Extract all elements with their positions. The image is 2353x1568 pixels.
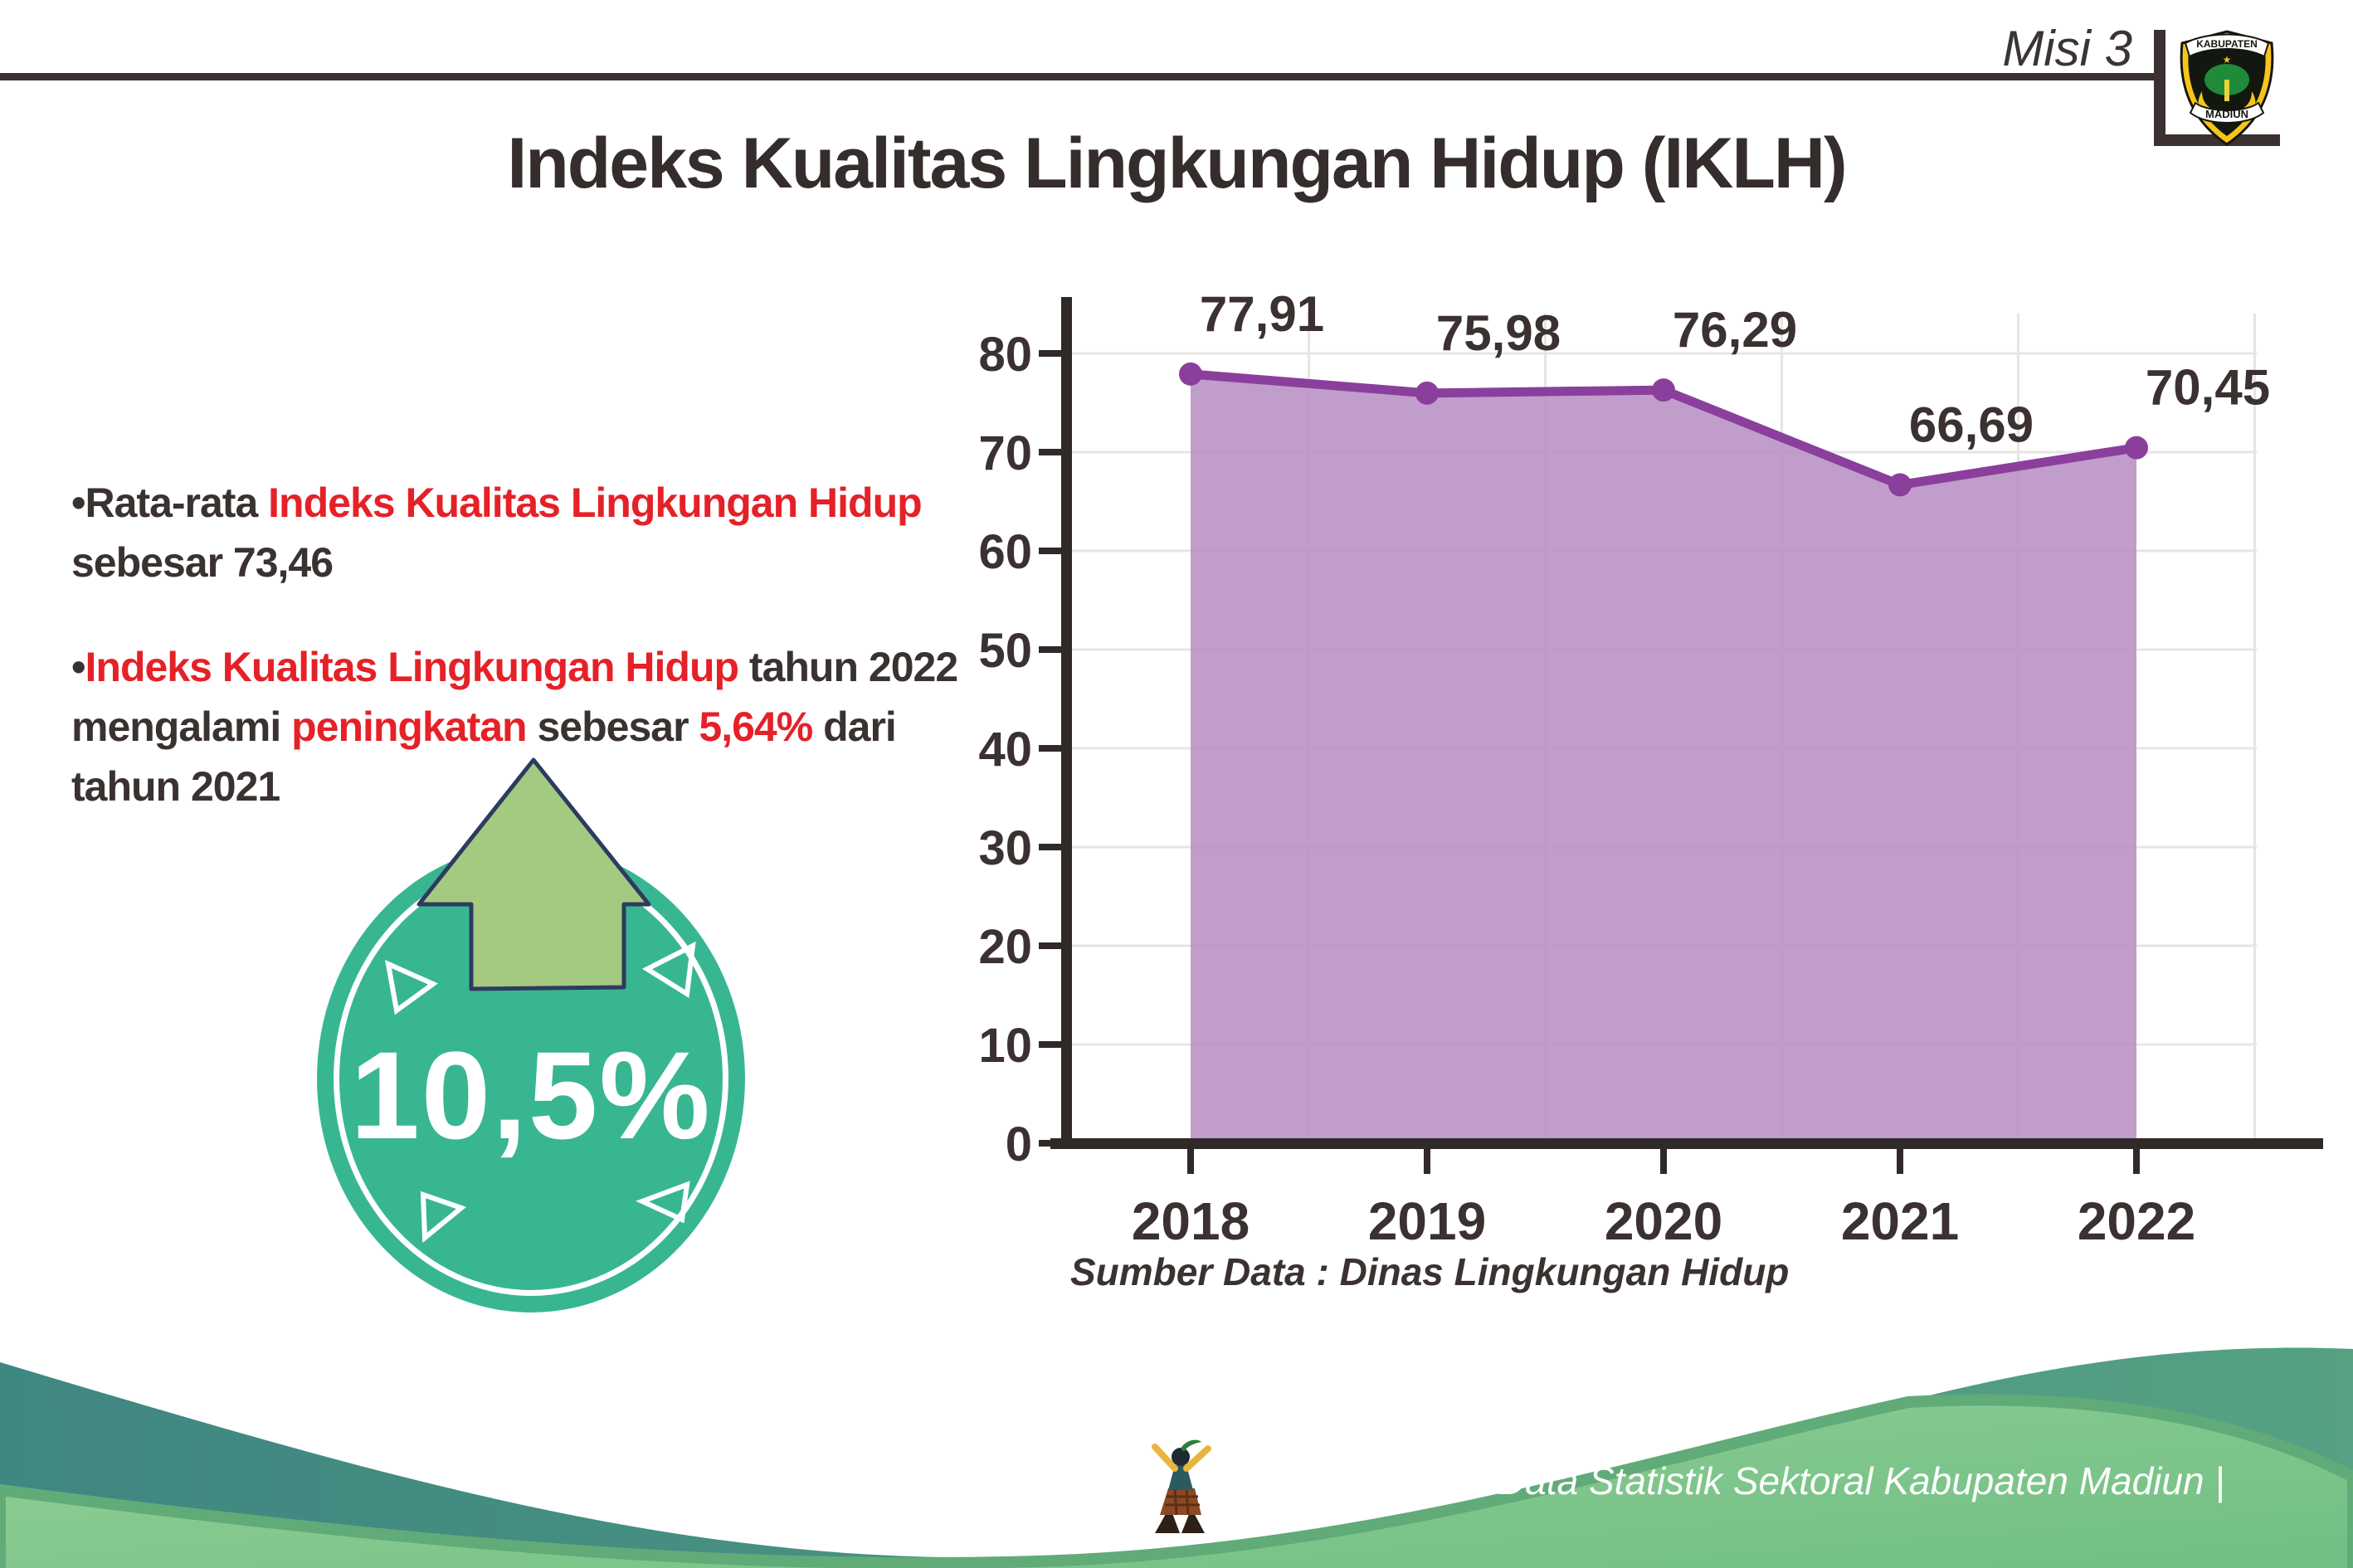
logo-tree-trunk bbox=[2224, 80, 2229, 101]
data-point bbox=[1415, 381, 1439, 405]
y-tick-label: 40 bbox=[978, 723, 1032, 777]
y-tick bbox=[1039, 844, 1064, 850]
y-tick bbox=[1039, 449, 1064, 455]
bullet-marker: • bbox=[71, 480, 85, 526]
text-segment: tahun 2021 bbox=[71, 763, 280, 810]
data-label: 66,69 bbox=[1909, 397, 2034, 452]
y-tick bbox=[1039, 646, 1064, 653]
logo-bottom-banner bbox=[2189, 101, 2265, 124]
x-tick bbox=[2133, 1149, 2140, 1174]
sparkle-triangle-icon bbox=[636, 1181, 690, 1224]
data-label: 76,29 bbox=[1673, 302, 1797, 358]
text-segment: sebesar bbox=[526, 704, 699, 750]
y-tick-label: 20 bbox=[978, 920, 1032, 974]
bullet-rata-rata: •Rata-rata Indeks Kualitas Lingkungan Hi… bbox=[71, 473, 984, 592]
data-point bbox=[1888, 473, 1912, 497]
header-rule bbox=[0, 73, 2159, 80]
text-segment: sebesar 73,46 bbox=[71, 539, 334, 586]
text-segment-highlight: Indeks Kualitas Lingkungan Hidup bbox=[268, 480, 923, 526]
data-point bbox=[1652, 378, 1675, 402]
data-label: 70,45 bbox=[2146, 360, 2270, 416]
logo-top-text: KABUPATEN bbox=[2196, 38, 2258, 50]
x-axis bbox=[1050, 1138, 2323, 1149]
text-segment: tahun 2022 bbox=[738, 644, 958, 690]
y-tick-label: 70 bbox=[978, 426, 1032, 480]
data-point bbox=[2125, 436, 2148, 460]
increase-badge: 10,5% bbox=[317, 845, 745, 1312]
x-tick-label: 2018 bbox=[1132, 1191, 1250, 1251]
y-tick bbox=[1039, 1140, 1064, 1147]
misi-label: Misi 3 bbox=[2002, 21, 2132, 76]
bullet-marker: • bbox=[71, 644, 85, 690]
logo-bracket-horizontal bbox=[2154, 134, 2280, 146]
data-point bbox=[1179, 362, 1202, 386]
badge-value: 10,5% bbox=[350, 1025, 712, 1165]
green-wave bbox=[0, 1394, 2353, 1568]
x-tick-label: 2020 bbox=[1605, 1191, 1722, 1251]
logo-top-banner bbox=[2184, 33, 2270, 58]
mascot-icon bbox=[1130, 1435, 1226, 1545]
y-tick bbox=[1039, 548, 1064, 554]
y-tick-label: 50 bbox=[978, 624, 1032, 678]
x-tick bbox=[1897, 1149, 1903, 1174]
text-segment-highlight: 5,64% bbox=[699, 704, 813, 750]
y-tick bbox=[1039, 1041, 1064, 1048]
logo-bracket-vertical bbox=[2154, 30, 2165, 146]
x-tick bbox=[1660, 1149, 1667, 1174]
sparkle-triangle-icon bbox=[385, 959, 438, 1015]
text-segment-highlight: peningkatan bbox=[291, 704, 527, 750]
data-label: 77,91 bbox=[1200, 286, 1324, 342]
key-findings: •Rata-rata Indeks Kualitas Lingkungan Hi… bbox=[71, 473, 984, 861]
y-tick-label: 0 bbox=[1006, 1118, 1032, 1171]
logo-bottom-text: MADIUN bbox=[2205, 108, 2248, 120]
text-segment-highlight: Indeks Kualitas Lingkungan Hidup bbox=[85, 644, 740, 690]
x-tick bbox=[1424, 1149, 1430, 1174]
area-fill bbox=[1191, 373, 2136, 1144]
page-title: Indeks Kualitas Lingkungan Hidup (IKLH) bbox=[507, 124, 1847, 203]
y-tick bbox=[1039, 745, 1064, 752]
x-tick-label: 2021 bbox=[1841, 1191, 1959, 1251]
y-tick bbox=[1039, 350, 1064, 357]
y-axis bbox=[1061, 297, 1072, 1148]
text-segment: Rata-rata bbox=[85, 480, 269, 526]
badge-decor bbox=[385, 757, 696, 1244]
x-tick-label: 2022 bbox=[2078, 1191, 2195, 1251]
kabupaten-madiun-logo: KABUPATEN ★ MADIUN bbox=[2180, 30, 2274, 146]
y-tick-label: 60 bbox=[978, 525, 1032, 579]
footer-waves bbox=[0, 1347, 2353, 1568]
x-tick bbox=[1187, 1149, 1194, 1174]
source-note: Sumber Data : Dinas Lingkungan Hidup bbox=[1070, 1250, 1790, 1293]
up-arrow-icon bbox=[417, 757, 651, 991]
text-segment: mengalami bbox=[71, 704, 292, 750]
iklh-area-chart: 0 10 20 30 40 50 60 70 80 2018 2019 2020 2021 2022 77,… bbox=[978, 286, 2323, 1251]
footer-credit: Media Infografis Data Statistik Sektoral… bbox=[1215, 1459, 2225, 1502]
data-label: 75,98 bbox=[1436, 305, 1561, 361]
sparkle-triangle-icon bbox=[420, 1191, 467, 1244]
y-tick-label: 10 bbox=[978, 1019, 1032, 1073]
y-tick-label: 30 bbox=[978, 821, 1032, 875]
y-tick bbox=[1039, 942, 1064, 949]
logo-star-icon: ★ bbox=[2223, 54, 2232, 66]
y-tick-label: 80 bbox=[978, 328, 1032, 382]
text-segment: dari bbox=[812, 704, 897, 750]
sparkle-triangle-icon bbox=[641, 941, 696, 999]
x-tick-label: 2019 bbox=[1368, 1191, 1486, 1251]
bullet-peningkatan: •Indeks Kualitas Lingkungan Hidup tahun … bbox=[71, 637, 984, 816]
